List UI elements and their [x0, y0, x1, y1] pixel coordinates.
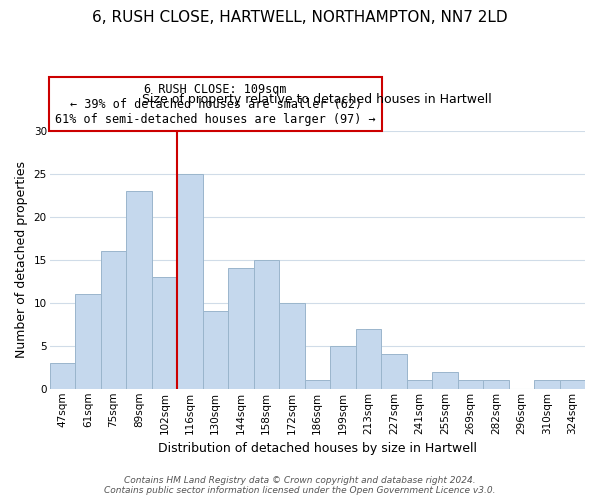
Title: Size of property relative to detached houses in Hartwell: Size of property relative to detached ho…: [142, 93, 492, 106]
Bar: [458, 380, 483, 389]
Text: 6 RUSH CLOSE: 109sqm
← 39% of detached houses are smaller (62)
61% of semi-detac: 6 RUSH CLOSE: 109sqm ← 39% of detached h…: [55, 82, 376, 126]
Bar: [534, 380, 560, 389]
Bar: [560, 380, 585, 389]
Bar: [432, 372, 458, 389]
Bar: [330, 346, 356, 389]
Text: 6, RUSH CLOSE, HARTWELL, NORTHAMPTON, NN7 2LD: 6, RUSH CLOSE, HARTWELL, NORTHAMPTON, NN…: [92, 10, 508, 25]
Bar: [279, 302, 305, 389]
Bar: [126, 191, 152, 389]
Bar: [203, 312, 228, 389]
Text: Contains HM Land Registry data © Crown copyright and database right 2024.
Contai: Contains HM Land Registry data © Crown c…: [104, 476, 496, 495]
Y-axis label: Number of detached properties: Number of detached properties: [15, 161, 28, 358]
Bar: [356, 328, 381, 389]
Bar: [483, 380, 509, 389]
Bar: [305, 380, 330, 389]
Bar: [177, 174, 203, 389]
Bar: [254, 260, 279, 389]
Bar: [228, 268, 254, 389]
Bar: [101, 251, 126, 389]
X-axis label: Distribution of detached houses by size in Hartwell: Distribution of detached houses by size …: [158, 442, 477, 455]
Bar: [381, 354, 407, 389]
Bar: [152, 277, 177, 389]
Bar: [75, 294, 101, 389]
Bar: [407, 380, 432, 389]
Bar: [50, 363, 75, 389]
